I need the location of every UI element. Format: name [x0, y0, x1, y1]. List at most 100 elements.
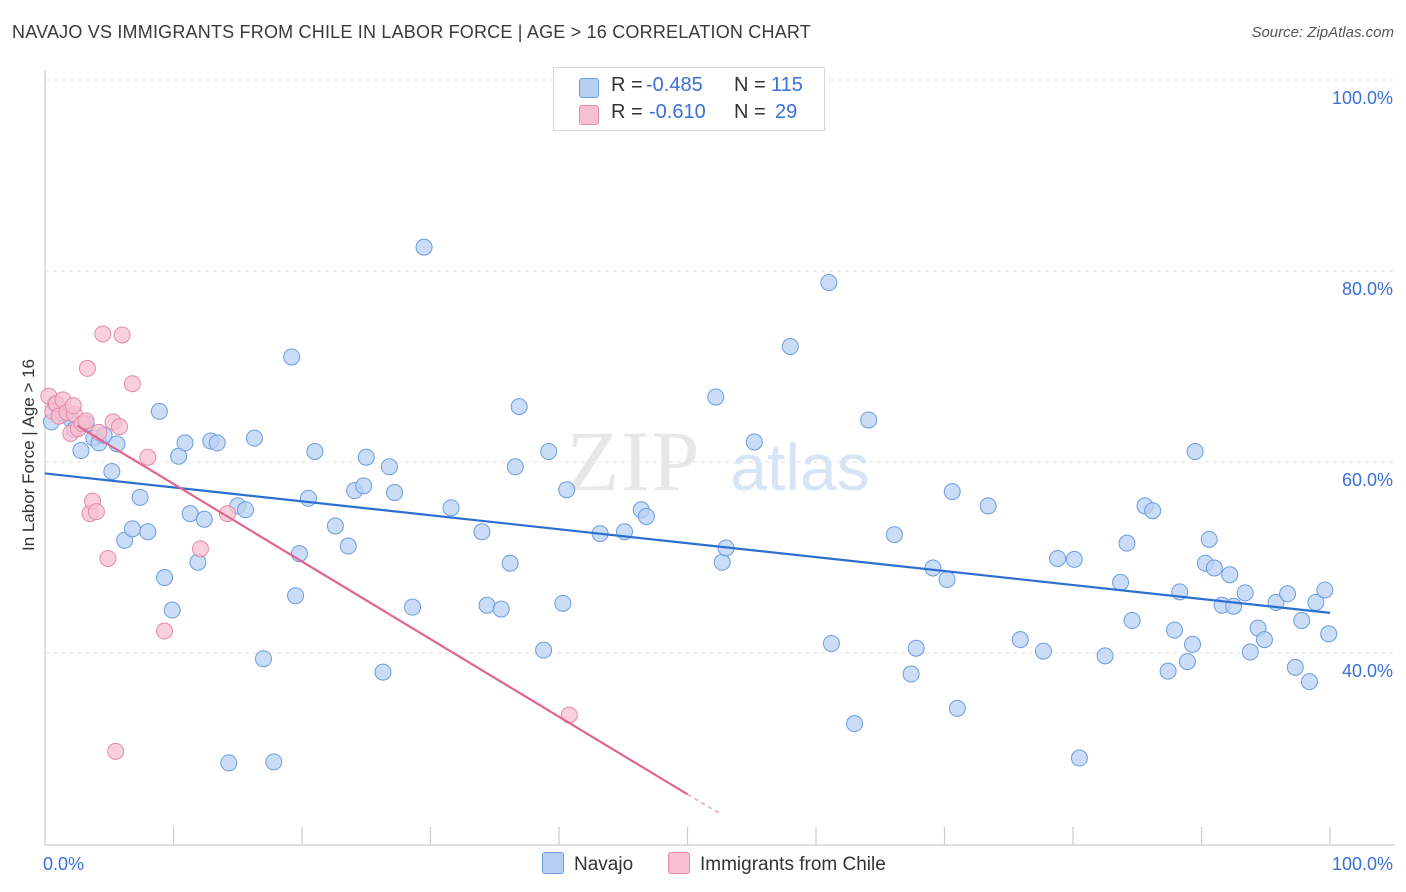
y-tick-label: 60.0%: [1342, 470, 1393, 490]
navajo-point: [885, 526, 903, 544]
navajo-point: [1070, 749, 1088, 767]
navajo-point: [245, 429, 263, 447]
chile-point: [156, 622, 174, 640]
chile-point: [107, 742, 125, 760]
navajo-point: [938, 570, 956, 588]
navajo-point: [1166, 621, 1184, 639]
navajo-point: [355, 477, 373, 495]
navajo-point: [283, 348, 301, 366]
navajo-point: [558, 481, 576, 499]
navajo-point: [442, 499, 460, 517]
navajo-point: [415, 238, 433, 256]
axes: [44, 70, 1395, 846]
navajo-point: [339, 537, 357, 555]
navajo-point: [386, 484, 404, 502]
tick-labels: 40.0% 60.0% 80.0% 100.0% 0.0% 100.0%: [43, 88, 1393, 874]
watermark: ZIP atlas: [567, 413, 870, 509]
navajo-point: [1184, 635, 1202, 653]
navajo-point: [707, 388, 725, 406]
navajo-point: [1034, 642, 1052, 660]
chile-r-value: -0.610: [649, 101, 706, 123]
bottom-navajo-swatch: [542, 852, 564, 874]
chile-point: [94, 325, 112, 343]
navajo-point: [1300, 673, 1318, 691]
navajo-point: [1316, 581, 1334, 599]
chile-swatch: [579, 105, 599, 125]
navajo-point: [510, 398, 528, 416]
trend-lines: [44, 424, 1331, 815]
navajo-point: [208, 434, 226, 452]
y-tick-label: 80.0%: [1342, 279, 1393, 299]
chile-point: [191, 540, 209, 558]
navajo-point: [1096, 647, 1114, 665]
navajo-point: [948, 699, 966, 717]
bottom-chile-swatch: [668, 852, 690, 874]
navajo-point: [506, 458, 524, 476]
navajo-point: [1225, 597, 1243, 615]
navajo-point: [156, 569, 174, 587]
navajo-point: [103, 463, 121, 481]
navajo-point: [299, 489, 317, 507]
navajo-point: [404, 598, 422, 616]
navajo-point: [1293, 612, 1311, 630]
x-tick-label-min: 0.0%: [43, 854, 84, 874]
navajo-point: [1159, 662, 1177, 680]
chile-points: [40, 325, 578, 760]
navajo-point: [1205, 559, 1223, 577]
navajo-point: [176, 434, 194, 452]
navajo-point: [478, 596, 496, 614]
chile-point: [111, 418, 129, 436]
navajo-point: [181, 505, 199, 523]
x-tick-label-max: 100.0%: [1332, 854, 1393, 874]
chile-point: [87, 503, 105, 521]
navajo-point: [1320, 625, 1338, 643]
navajo-point: [131, 488, 149, 506]
navajo-point: [907, 639, 925, 657]
chile-point: [218, 505, 236, 523]
navajo-point: [1065, 550, 1083, 568]
navajo-r-label: R =: [611, 74, 643, 96]
navajo-point: [473, 523, 491, 541]
navajo-point: [150, 402, 168, 420]
navajo-point: [374, 663, 392, 681]
navajo-point: [357, 448, 375, 466]
navajo-point: [1123, 612, 1141, 630]
chile-point: [123, 375, 141, 393]
navajo-point: [306, 442, 324, 460]
navajo-point: [781, 337, 799, 355]
navajo-point: [979, 497, 997, 515]
y-tick-label: 100.0%: [1332, 88, 1393, 108]
chile-point: [139, 448, 157, 466]
y-tick-label: 40.0%: [1342, 661, 1393, 681]
chile-trend-line: [76, 424, 689, 796]
navajo-r-value: -0.485: [646, 74, 703, 96]
navajo-point: [501, 554, 519, 572]
chile-n-value: 29: [775, 101, 798, 123]
navajo-point: [637, 507, 655, 525]
navajo-point: [1279, 585, 1297, 603]
navajo-trend-line: [44, 472, 1331, 614]
navajo-point: [123, 520, 141, 538]
navajo-point: [902, 665, 920, 683]
navajo-point: [139, 523, 157, 541]
source-credit: Source: ZipAtlas.com: [1251, 24, 1394, 41]
navajo-point: [163, 601, 181, 619]
chile-point: [77, 412, 95, 430]
chile-point: [99, 549, 117, 567]
bottom-navajo-label: Navajo: [574, 854, 634, 875]
navajo-point: [1241, 643, 1259, 661]
navajo-point: [1112, 573, 1130, 591]
navajo-point: [554, 594, 572, 612]
navajo-point: [1118, 534, 1136, 552]
navajo-point: [287, 587, 305, 605]
navajo-point: [265, 753, 283, 771]
navajo-point: [1221, 566, 1239, 584]
chile-point: [113, 326, 131, 344]
navajo-point: [380, 458, 398, 476]
navajo-point: [72, 442, 90, 460]
navajo-point: [535, 641, 553, 659]
navajo-point: [1236, 584, 1254, 602]
navajo-point: [1178, 653, 1196, 671]
navajo-point: [846, 715, 864, 733]
